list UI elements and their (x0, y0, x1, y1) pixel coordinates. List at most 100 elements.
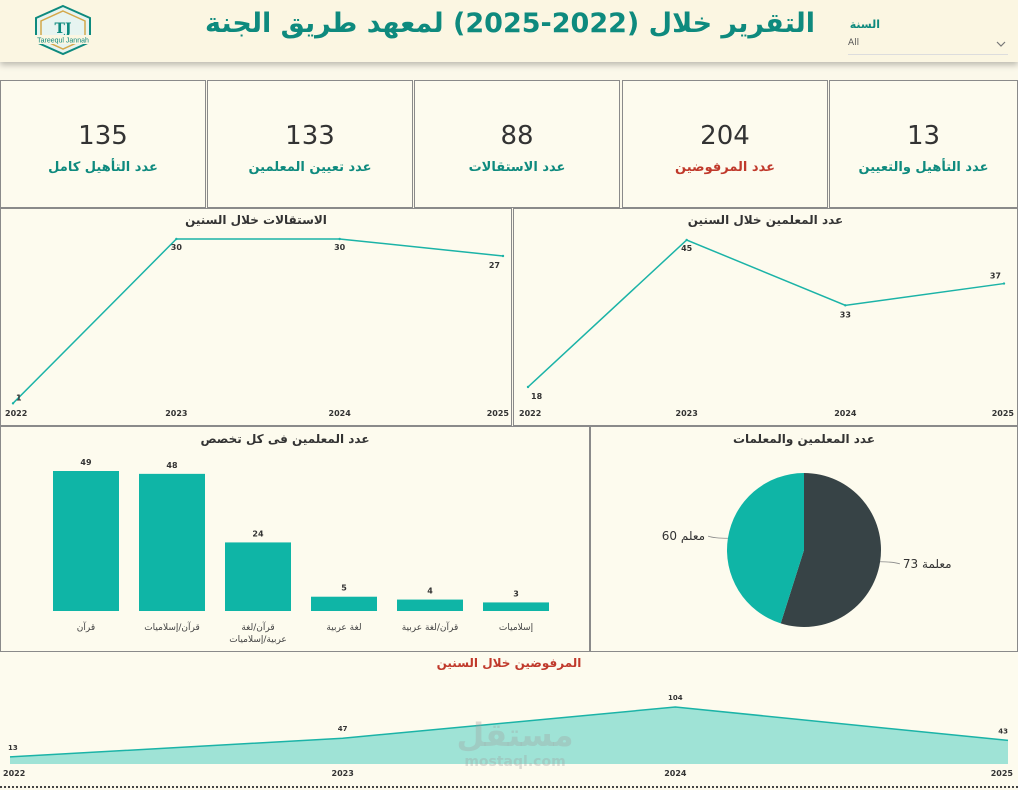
area-fill (10, 707, 1008, 764)
series-line (527, 239, 1005, 388)
chart-title: المرفوضين خلال السنين (436, 656, 582, 670)
category-label: قرآن/لغة (241, 621, 274, 633)
chart-title: عدد المعلمين والمعلمات (732, 432, 876, 446)
data-point (501, 254, 505, 258)
kpi-card-qualification-appointment: 13 عدد التأهيل والتعيين (829, 80, 1018, 208)
kpi-label: عدد المرفوضين (675, 160, 775, 175)
kpi-value: 88 (500, 121, 534, 151)
pie-slice (727, 473, 804, 624)
x-tick-label: 2025 (487, 409, 510, 418)
teachers-chart-panel: عدد المعلمين خلال السنين 18 45 33 37 2022 202… (513, 208, 1018, 426)
slicer-underline (848, 54, 1008, 55)
kpi-value: 204 (700, 121, 750, 151)
area-line (9, 706, 1009, 758)
slicer-label: السنة (849, 18, 880, 31)
chart-title: عدد المعلمين خلال السنين (687, 213, 844, 227)
bar-value-label: 49 (80, 458, 92, 467)
category-label: قرآن/لغة عربية (402, 621, 459, 633)
category-label: لغة عربية (326, 623, 361, 633)
bar (225, 542, 291, 611)
page-title: التقرير خلال (2022-2025) لمعهد طريق الجن… (204, 8, 816, 39)
data-point (844, 304, 847, 307)
data-label: 33 (840, 310, 851, 319)
teachers-line-chart: 18 45 33 37 2022 2023 2024 2025 (519, 238, 1015, 418)
data-point (175, 237, 178, 241)
data-point (685, 238, 688, 242)
watermark-logo: مستقل mostaql.com (456, 716, 573, 770)
bar-value-label: 24 (252, 529, 264, 538)
series-line (12, 238, 504, 404)
x-tick-label: 2024 (329, 409, 352, 418)
x-tick-label: 2023 (165, 409, 187, 418)
x-tick-label: 2022 (3, 769, 25, 778)
data-label: 45 (681, 244, 693, 253)
resignations-chart-panel: الاستقالات خلال السنين 1 30 30 27 2022 2023 20… (0, 208, 512, 426)
bar-value-label: 3 (513, 589, 519, 598)
year-slicer[interactable]: السنة All (848, 18, 1008, 55)
leader-line (707, 535, 728, 539)
data-label: 43 (998, 727, 1008, 735)
bar-value-label: 48 (166, 461, 178, 470)
x-tick-label: 2024 (664, 769, 687, 778)
bar (53, 471, 119, 611)
kpi-value: 133 (285, 121, 335, 151)
kpi-label: عدد التأهيل كامل (48, 160, 158, 175)
chevron-down-icon[interactable] (996, 40, 1006, 48)
x-tick-label: 2025 (991, 769, 1014, 778)
data-point (526, 385, 530, 389)
data-point (338, 237, 341, 241)
kpi-label: عدد الاستقالات (468, 160, 566, 175)
kpi-label: عدد تعيين المعلمين (248, 160, 372, 175)
logo-text: Tareequl Jannah (37, 38, 89, 45)
data-label: 37 (990, 272, 1001, 281)
category-label: عربية/إسلاميات (229, 635, 287, 645)
x-tick-label: 2022 (519, 409, 541, 418)
slice-label: 60 معلم (662, 529, 705, 543)
kpi-card-resignations: 88 عدد الاستقالات (414, 80, 620, 208)
kpi-card-full-qualification: 135 عدد التأهيل كامل (0, 80, 206, 208)
x-tick-label: 2022 (5, 409, 27, 418)
data-point (1002, 282, 1006, 285)
leader-line (880, 561, 901, 565)
data-label: 1 (16, 393, 22, 402)
rejected-chart-panel: المرفوضين خلال السنين 13 47 104 43 2022 2023 2… (0, 652, 1018, 786)
bar-value-label: 4 (427, 587, 433, 596)
specialties-bar-chart: 49 قرآن 48 قرآن/إسلاميات 24 قرآن/لغة عربية/إسل… (53, 458, 549, 645)
rejected-area-chart: 13 47 104 43 2022 2023 2024 2025 (3, 694, 1014, 778)
kpi-value: 13 (906, 121, 941, 151)
report-header: TJ Tareequl Jannah التقرير خلال (2022-20… (0, 0, 1018, 62)
slicer-value[interactable]: All (848, 38, 860, 48)
data-point (11, 402, 15, 405)
x-tick-label: 2023 (676, 409, 698, 418)
bar-value-label: 5 (341, 584, 347, 593)
kpi-card-teacher-appointments: 133 عدد تعيين المعلمين (207, 80, 413, 208)
category-label: قرآن/إسلاميات (144, 621, 200, 633)
kpi-label: عدد التأهيل والتعيين (858, 160, 989, 175)
data-label: 13 (8, 744, 18, 752)
bar (139, 473, 205, 611)
chart-title: عدد المعلمين فى كل تخصص (200, 432, 370, 446)
x-tick-label: 2023 (332, 769, 354, 778)
data-label: 104 (668, 694, 683, 702)
kpi-value: 135 (78, 121, 128, 151)
gender-chart-panel: عدد المعلمين والمعلمات 73 معلمة 60 معلم (590, 426, 1018, 652)
page-bottom-border (0, 786, 1018, 788)
data-label: 30 (334, 243, 346, 252)
data-label: 18 (531, 392, 543, 401)
category-label: إسلاميات (499, 623, 533, 633)
pie-slice (780, 473, 881, 627)
slice-label: 73 معلمة (903, 557, 952, 571)
bar (311, 596, 377, 611)
specialties-chart-panel: عدد المعلمين فى كل تخصص 49 قرآن 48 قرآن/إسل… (0, 426, 590, 652)
category-label: قرآن (77, 621, 95, 633)
gender-pie-chart: 73 معلمة 60 معلم (662, 473, 952, 627)
data-label: 27 (489, 261, 500, 270)
institute-logo: TJ Tareequl Jannah (32, 4, 94, 56)
logo-initials: TJ (54, 21, 71, 37)
bar (397, 599, 463, 611)
bar (483, 602, 549, 611)
x-tick-label: 2024 (834, 409, 857, 418)
data-label: 30 (171, 243, 183, 252)
x-tick-label: 2025 (992, 409, 1015, 418)
watermark-main: مستقل (456, 716, 573, 754)
